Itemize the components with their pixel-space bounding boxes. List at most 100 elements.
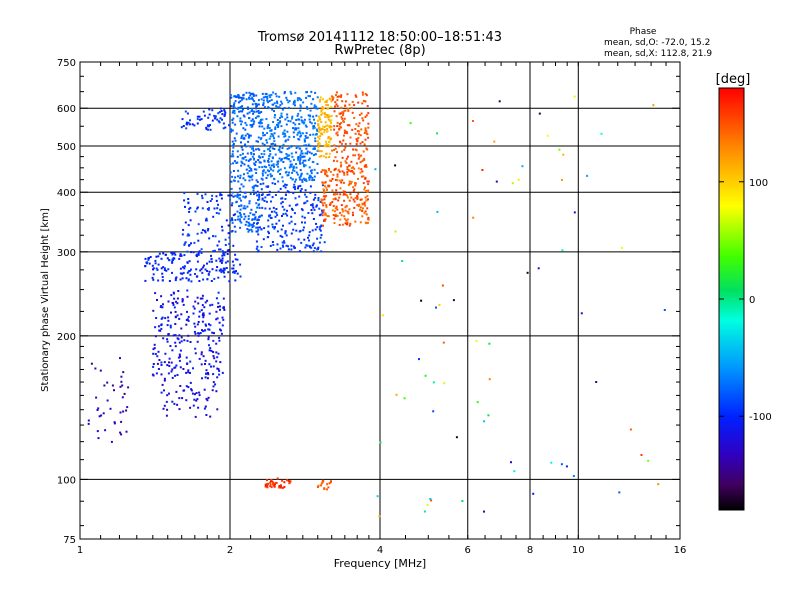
data-point bbox=[237, 96, 240, 99]
data-point bbox=[221, 371, 224, 374]
data-point bbox=[268, 232, 270, 235]
data-point bbox=[259, 138, 262, 141]
phase-box: Phase mean, sd,O: -72.0, 15.2 mean, sd,X… bbox=[604, 27, 712, 59]
data-point bbox=[331, 98, 334, 101]
data-point bbox=[245, 124, 248, 127]
data-point bbox=[394, 164, 397, 167]
data-point bbox=[253, 153, 255, 156]
data-point bbox=[366, 190, 369, 193]
data-point bbox=[394, 230, 397, 233]
data-point bbox=[264, 95, 267, 98]
data-point bbox=[573, 211, 576, 214]
data-point bbox=[281, 197, 284, 200]
data-point bbox=[300, 149, 303, 152]
data-point bbox=[231, 153, 234, 156]
data-point bbox=[332, 159, 335, 162]
data-point bbox=[215, 310, 218, 313]
data-point bbox=[183, 339, 186, 342]
data-point bbox=[197, 302, 200, 305]
data-point bbox=[334, 105, 336, 108]
data-point bbox=[279, 485, 282, 488]
data-point bbox=[324, 115, 327, 118]
data-point bbox=[216, 207, 219, 210]
data-point bbox=[647, 459, 650, 462]
data-point bbox=[171, 368, 174, 371]
data-point bbox=[248, 117, 251, 119]
data-point bbox=[196, 260, 199, 263]
data-point bbox=[323, 487, 326, 490]
data-point bbox=[363, 212, 366, 215]
x-axis-label: Frequency [MHz] bbox=[334, 557, 426, 570]
y-tick-label: 300 bbox=[57, 248, 76, 259]
data-point bbox=[199, 118, 201, 121]
data-point bbox=[205, 372, 208, 375]
y-tick-label: 400 bbox=[57, 188, 76, 199]
data-point bbox=[253, 193, 255, 196]
data-point bbox=[238, 110, 240, 113]
data-point bbox=[164, 317, 167, 320]
data-point bbox=[239, 154, 242, 157]
data-point bbox=[190, 388, 193, 391]
data-point bbox=[336, 193, 339, 196]
chart-subtitle: RwPretec (8p) bbox=[334, 43, 425, 58]
data-point bbox=[121, 384, 124, 387]
data-point bbox=[346, 168, 349, 171]
data-point bbox=[364, 93, 367, 95]
data-point bbox=[252, 123, 255, 125]
data-point bbox=[213, 117, 216, 120]
data-point bbox=[186, 250, 189, 253]
data-point bbox=[256, 104, 258, 107]
data-point bbox=[320, 154, 323, 157]
data-point bbox=[282, 131, 285, 134]
data-point bbox=[244, 179, 247, 182]
data-point bbox=[357, 192, 360, 195]
data-point bbox=[327, 184, 330, 187]
data-point bbox=[100, 414, 103, 417]
data-point bbox=[192, 404, 195, 407]
data-point bbox=[205, 126, 208, 129]
data-point bbox=[511, 182, 514, 185]
data-point bbox=[273, 165, 275, 168]
data-point bbox=[353, 104, 356, 107]
data-point bbox=[330, 137, 333, 140]
data-point bbox=[312, 147, 315, 150]
data-point bbox=[436, 210, 439, 213]
data-points bbox=[87, 90, 666, 518]
data-point bbox=[270, 164, 273, 167]
data-point bbox=[223, 253, 225, 256]
data-point bbox=[286, 479, 288, 482]
data-point bbox=[200, 363, 203, 366]
data-point bbox=[313, 208, 316, 211]
data-point bbox=[223, 268, 226, 271]
data-point bbox=[210, 254, 212, 257]
data-point bbox=[279, 104, 282, 107]
data-point bbox=[235, 132, 238, 135]
data-point bbox=[316, 149, 319, 152]
data-point bbox=[365, 132, 368, 135]
data-point bbox=[276, 102, 279, 105]
data-point bbox=[297, 131, 300, 134]
data-point bbox=[281, 201, 284, 203]
data-point bbox=[346, 218, 349, 221]
data-point bbox=[303, 202, 306, 205]
data-point bbox=[266, 97, 269, 100]
data-point bbox=[228, 236, 231, 239]
data-point bbox=[215, 199, 218, 202]
data-point bbox=[367, 218, 370, 221]
data-point bbox=[160, 364, 163, 366]
data-point bbox=[241, 98, 244, 101]
data-point bbox=[360, 168, 363, 171]
data-point bbox=[546, 134, 549, 137]
data-point bbox=[201, 329, 203, 332]
data-point bbox=[260, 137, 263, 139]
data-point bbox=[328, 169, 330, 172]
data-point bbox=[172, 257, 175, 260]
data-point bbox=[178, 334, 181, 337]
data-point bbox=[180, 327, 183, 330]
data-point bbox=[620, 246, 623, 249]
data-point bbox=[299, 190, 302, 192]
data-point bbox=[308, 239, 310, 242]
data-point bbox=[259, 183, 262, 186]
data-point bbox=[327, 118, 330, 121]
data-point bbox=[289, 120, 292, 123]
